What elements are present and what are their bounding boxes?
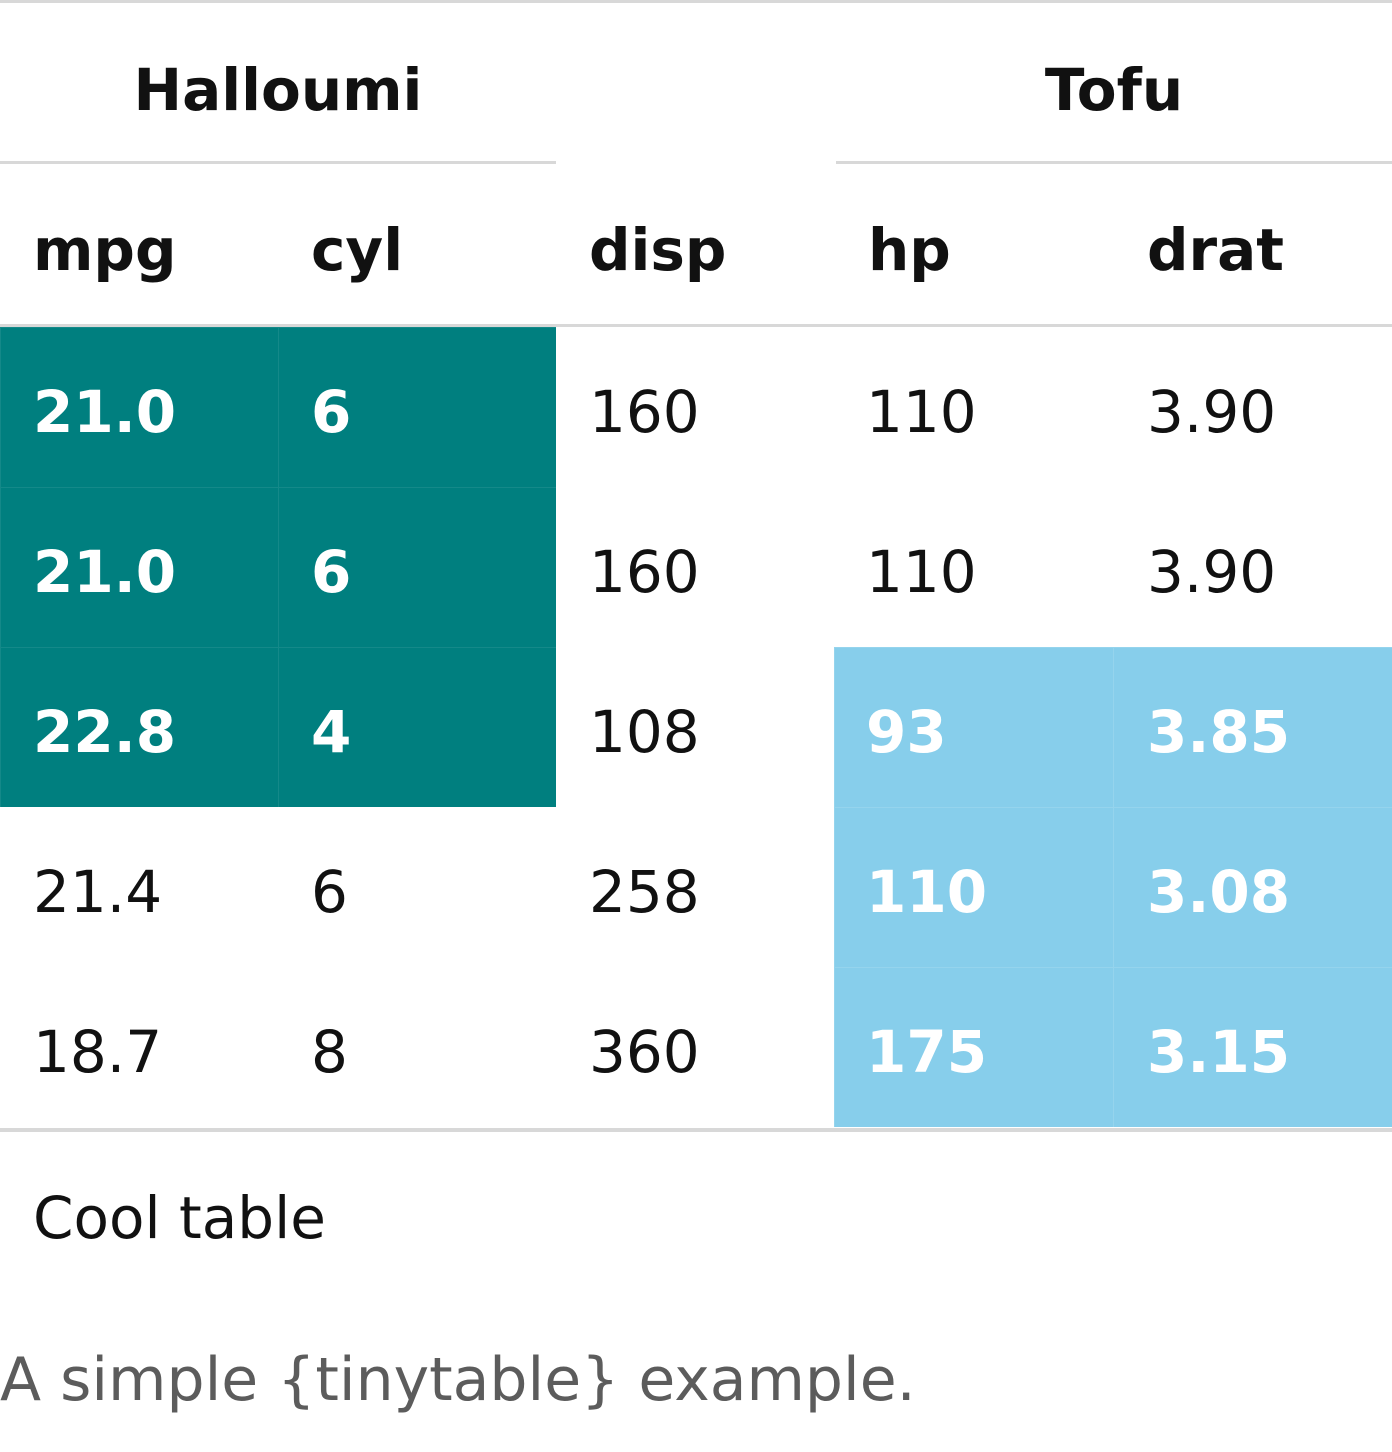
cell-mpg: 22.8 <box>0 647 278 807</box>
cell-hp: 110 <box>866 378 977 446</box>
cell-disp: 108 <box>589 698 700 766</box>
table-row: 21.0 6 160 110 3.90 <box>0 327 1392 487</box>
cell-disp: 360 <box>589 1018 700 1086</box>
group-underline-tofu <box>836 161 1392 164</box>
cell-drat: 3.90 <box>1147 378 1277 446</box>
cell-disp: 160 <box>589 378 700 446</box>
table-top-rule <box>0 0 1392 3</box>
cell-hp: 93 <box>834 647 1113 807</box>
cell-cyl: 6 <box>311 858 348 926</box>
header-bottom-rule <box>0 324 1392 327</box>
table-row: 21.4 6 258 110 3.08 <box>0 807 1392 967</box>
column-header-disp: disp <box>589 216 727 284</box>
column-header-mpg: mpg <box>33 216 177 284</box>
group-header-halloumi: Halloumi <box>133 56 423 124</box>
table-bottom-rule <box>0 1128 1392 1132</box>
table-row: 21.0 6 160 110 3.90 <box>0 487 1392 647</box>
column-header-drat: drat <box>1147 216 1284 284</box>
cell-hp: 110 <box>834 807 1113 967</box>
cell-cyl: 6 <box>278 327 556 487</box>
cell-cyl: 4 <box>278 647 556 807</box>
table-footnote: Cool table <box>33 1184 326 1252</box>
cell-hp: 110 <box>866 538 977 606</box>
table-row: 22.8 4 108 93 3.85 <box>0 647 1392 807</box>
cell-mpg: 18.7 <box>33 1018 163 1086</box>
column-header-cyl: cyl <box>311 216 404 284</box>
cell-cyl: 6 <box>278 487 556 647</box>
table-row: 18.7 8 360 175 3.15 <box>0 967 1392 1127</box>
group-header-tofu: Tofu <box>1044 56 1184 124</box>
cell-cyl: 8 <box>311 1018 348 1086</box>
cell-drat: 3.08 <box>1113 807 1392 967</box>
cell-drat: 3.90 <box>1147 538 1277 606</box>
table-caption: A simple {tinytable} example. <box>0 1345 916 1415</box>
cell-disp: 258 <box>589 858 700 926</box>
group-underline-halloumi <box>0 161 556 164</box>
cell-hp: 175 <box>834 967 1113 1127</box>
column-header-hp: hp <box>868 216 951 284</box>
cell-mpg: 21.0 <box>0 327 278 487</box>
cell-drat: 3.15 <box>1113 967 1392 1127</box>
cell-mpg: 21.0 <box>0 487 278 647</box>
table-body: 21.0 6 160 110 3.90 21.0 6 160 110 3.90 … <box>0 327 1392 1127</box>
cell-mpg: 21.4 <box>33 858 163 926</box>
cell-disp: 160 <box>589 538 700 606</box>
cell-drat: 3.85 <box>1113 647 1392 807</box>
